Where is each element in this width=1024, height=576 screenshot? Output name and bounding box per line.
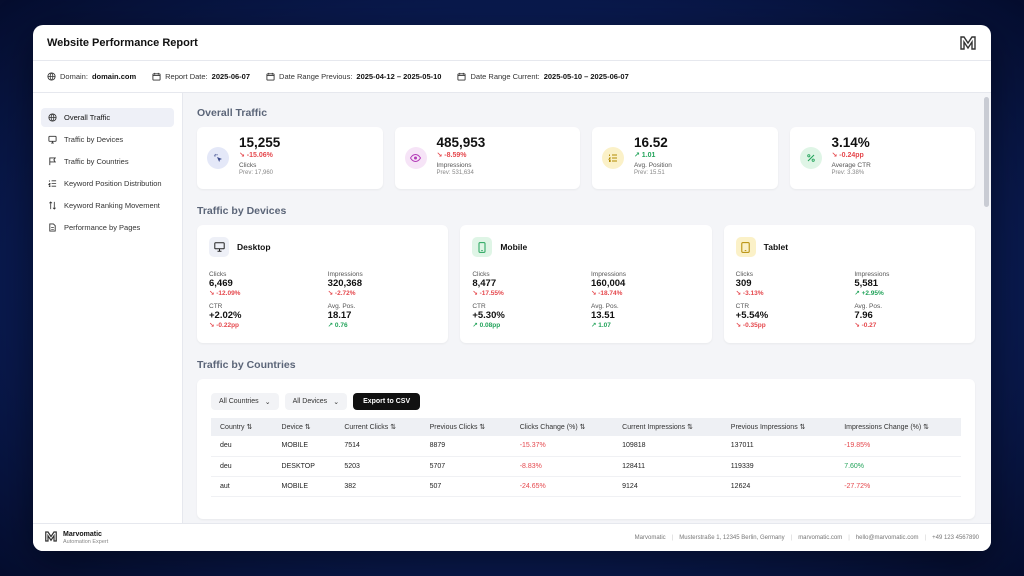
- overall-kpis: 15,255 ↘ -15.06% Clicks Prev: 17,960 485…: [197, 127, 975, 189]
- file-icon: [48, 223, 57, 232]
- calendar-icon: [152, 72, 161, 81]
- prev-range-info: Date Range Previous: 2025-04-12 – 2025-05…: [266, 72, 441, 81]
- curr-range-info: Date Range Current: 2025-05-10 – 2025-06-…: [457, 72, 629, 81]
- cursor-click-icon: [207, 147, 229, 169]
- col-impressions-change[interactable]: Impressions Change (%) ⇅: [835, 418, 961, 436]
- table-row: aut MOBILE 382 507 -24.65% 9124 12624 -2…: [211, 476, 961, 497]
- sidebar-item-keyword-position-distribution[interactable]: Keyword Position Distribution: [41, 174, 174, 193]
- col-previous-clicks[interactable]: Previous Clicks ⇅: [420, 418, 511, 436]
- device-filter-select[interactable]: All Devices ⌄: [284, 393, 348, 410]
- report-date-info: Report Date: 2025-06-07: [152, 72, 250, 81]
- eye-icon: [404, 147, 427, 169]
- scrollbar-thumb[interactable]: [984, 97, 989, 207]
- globe-icon: [48, 113, 57, 122]
- table-row: deu DESKTOP 5203 5707 -8.83% 128411 1193…: [211, 456, 961, 477]
- country-filter-select[interactable]: All Countries ⌄: [211, 393, 279, 410]
- calendar-icon: [457, 72, 467, 81]
- countries-table: Country ⇅ Device ⇅ Current Clicks ⇅ Prev…: [211, 418, 961, 497]
- footer-email-link[interactable]: hello@marvomatic.com: [855, 534, 919, 541]
- sidebar: Overall Traffic Traffic by Devices Traff…: [33, 93, 183, 523]
- col-country[interactable]: Country ⇅: [211, 418, 273, 436]
- table-header-row: Country ⇅ Device ⇅ Current Clicks ⇅ Prev…: [211, 418, 961, 436]
- sidebar-item-traffic-by-devices[interactable]: Traffic by Devices: [41, 130, 174, 149]
- col-current-impressions[interactable]: Current Impressions ⇅: [613, 418, 722, 436]
- export-csv-button[interactable]: Export to CSV: [353, 393, 421, 410]
- device-card-tablet: Tablet Clicks 309 ↘ -3.13% Impressions 5,58…: [723, 225, 975, 343]
- traffic-by-devices-title: Traffic by Devices: [197, 205, 287, 217]
- sidebar-item-overall-traffic[interactable]: Overall Traffic: [41, 108, 174, 127]
- overall-traffic-title: Overall Traffic: [197, 107, 268, 119]
- smartphone-icon: [472, 237, 493, 257]
- col-current-clicks[interactable]: Current Clicks ⇅: [335, 418, 421, 436]
- col-previous-impressions[interactable]: Previous Impressions ⇅: [721, 418, 836, 436]
- sidebar-item-keyword-ranking-movement[interactable]: Keyword Ranking Movement: [41, 196, 174, 215]
- marvomatic-logo-icon: [959, 34, 977, 52]
- traffic-by-countries-title: Traffic by Countries: [197, 359, 296, 371]
- device-card-mobile: Mobile Clicks 8,477 ↘ -17.55% Impressions 1…: [460, 225, 712, 343]
- sidebar-item-traffic-by-countries[interactable]: Traffic by Countries: [41, 152, 174, 171]
- app-footer: Marvomatic Automation Expert Marvomatic |…: [33, 523, 991, 551]
- app-header: Website Performance Report: [33, 25, 991, 61]
- footer-website-link[interactable]: marvomatic.com: [798, 534, 843, 541]
- list-ordered-icon: [602, 147, 624, 169]
- calendar-icon: [266, 72, 275, 81]
- col-device[interactable]: Device ⇅: [272, 418, 336, 436]
- countries-table-card: All Countries ⌄ All Devices ⌄ Export to CS…: [197, 379, 975, 519]
- list-ordered-icon: [48, 179, 57, 188]
- device-cards: Desktop Clicks 6,469 ↘ -12.09% Impressions…: [197, 225, 975, 343]
- footer-contact: Marvomatic | Musterstraße 1, 12345 Berlin…: [634, 534, 979, 541]
- kpi-card-impressions: 485,953 ↘ -8.59% Impressions Prev: 531,6…: [394, 127, 580, 189]
- monitor-icon: [209, 237, 229, 257]
- domain-info: Domain: domain.com: [47, 72, 136, 81]
- report-info-bar: Domain: domain.com Report Date: 2025-06-07…: [33, 61, 991, 93]
- monitor-icon: [48, 135, 57, 144]
- tablet-icon: [735, 237, 756, 257]
- kpi-card-avg-position: 16.52 ↗ 1.01 Avg. Position Prev: 15.51: [592, 127, 778, 189]
- chevron-down-icon: ⌄: [264, 398, 271, 406]
- table-row: deu MOBILE 7514 8879 -15.37% 109818 1370…: [211, 436, 961, 457]
- col-clicks-change[interactable]: Clicks Change (%) ⇅: [510, 418, 614, 436]
- flag-icon: [48, 157, 57, 166]
- marvomatic-logo-icon: [45, 529, 57, 547]
- main-content: Overall Traffic 15,255 ↘ -15.06% Clicks …: [183, 93, 991, 523]
- report-window: Website Performance Report Domain: domain…: [33, 25, 991, 551]
- device-card-desktop: Desktop Clicks 6,469 ↘ -12.09% Impressions…: [197, 225, 449, 343]
- page-title: Website Performance Report: [47, 36, 198, 49]
- chevron-down-icon: ⌄: [333, 398, 340, 406]
- sidebar-item-performance-by-pages[interactable]: Performance by Pages: [41, 218, 174, 237]
- percent-icon: [799, 147, 822, 169]
- kpi-card-clicks: 15,255 ↘ -15.06% Clicks Prev: 17,960: [197, 127, 383, 189]
- arrows-up-down-icon: [48, 201, 57, 210]
- globe-icon: [47, 72, 56, 81]
- kpi-card-ctr: 3.14% ↘ -0.24pp Average CTR Prev: 3.38%: [789, 127, 975, 189]
- footer-brand: Marvomatic Automation Expert: [45, 529, 108, 547]
